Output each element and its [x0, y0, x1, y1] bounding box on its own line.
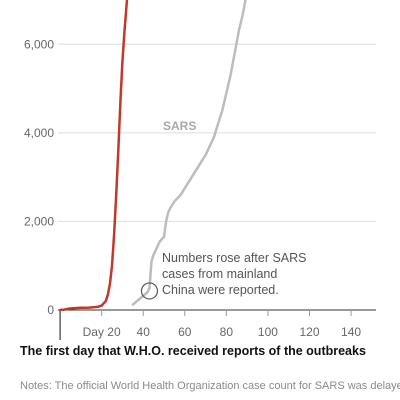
x-tick-label: 60	[178, 325, 192, 339]
y-tick-label: 0	[47, 303, 54, 317]
annotation-layer: SARS Numbers rose after SARS cases from ma…	[140, 119, 307, 300]
annotation-text-line: Numbers rose after SARS	[162, 251, 307, 265]
x-tick-label: 140	[341, 325, 361, 339]
series-line-sars	[131, 0, 247, 306]
line-chart: 0 2,000 4,000 6,000 Day 20 40 60 80 100 120 140 SA…	[24, 0, 376, 340]
x-tick-label: 80	[220, 325, 234, 339]
chart-notes: Notes: The official World Health Organiz…	[20, 380, 400, 392]
series-label-sars: SARS	[163, 119, 196, 133]
y-tick-label: 2,000	[24, 214, 54, 228]
series-layer	[58, 0, 247, 312]
x-tick-label: 120	[299, 325, 319, 339]
chart-caption: The first day that W.H.O. received repor…	[20, 344, 366, 358]
gridlines	[58, 43, 376, 222]
annotation-text-line: cases from mainland	[162, 267, 277, 281]
x-tick-label: Day 20	[83, 325, 121, 339]
x-tick-label: 40	[137, 325, 151, 339]
series-line-red	[58, 0, 129, 312]
y-tick-label: 4,000	[24, 126, 54, 140]
x-tick-label: 100	[258, 325, 278, 339]
y-tick-label: 6,000	[24, 37, 54, 51]
x-axis: 0 2,000 4,000 6,000 Day 20 40 60 80 100 120 140	[24, 37, 376, 340]
annotation-text-line: China were reported.	[162, 283, 279, 297]
